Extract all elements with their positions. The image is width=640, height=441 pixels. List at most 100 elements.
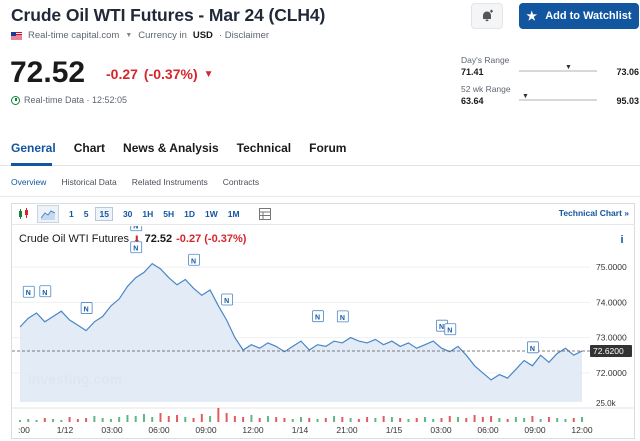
interval-1w[interactable]: 1W: [205, 208, 218, 219]
interval-5[interactable]: 5: [83, 208, 89, 219]
volume-bar: [118, 417, 121, 422]
clock-icon: [11, 95, 20, 105]
interval-1h[interactable]: 1H: [142, 208, 154, 219]
sub-tabs: Overview Historical Data Related Instrum…: [11, 177, 259, 187]
tab-technical[interactable]: Technical: [236, 141, 292, 155]
days-range-low: 71.41: [461, 67, 484, 77]
tab-chart[interactable]: Chart: [73, 141, 106, 155]
52wk-range-high: 95.03: [616, 96, 639, 106]
volume-bar: [151, 417, 154, 422]
currency-value: USD: [192, 30, 213, 41]
volume-bar: [523, 418, 526, 422]
days-range-bar: ▼: [519, 64, 597, 72]
x-tick-label: 06:00: [477, 425, 499, 435]
main-tabs: General Chart News & Analysis Technical …: [11, 141, 346, 155]
legend-price: 72.52: [144, 233, 173, 245]
star-icon: ★: [526, 9, 538, 23]
x-tick-label: 21:00: [336, 425, 358, 435]
create-alert-button[interactable]: [471, 3, 503, 29]
tab-general[interactable]: General: [11, 141, 56, 155]
interval-15[interactable]: 15: [95, 206, 113, 221]
news-marker: [312, 310, 324, 323]
news-marker: [444, 323, 457, 336]
currency-label: Currency in: [138, 30, 187, 41]
news-marker-label: N: [133, 246, 138, 253]
subtab-overview[interactable]: Overview: [11, 177, 47, 187]
volume-bar: [233, 416, 236, 422]
x-tick-label: 1/14: [292, 425, 309, 435]
volume-bar: [184, 417, 187, 422]
volume-bar: [19, 420, 21, 422]
news-marker-label: N: [224, 298, 229, 305]
add-to-watchlist-button[interactable]: ★ Add to Watchlist: [519, 3, 639, 29]
news-marker-label: N: [315, 315, 320, 322]
source-label[interactable]: Real-time capital.com: [28, 30, 120, 41]
volume-bar: [308, 418, 311, 422]
price-chart[interactable]: 75.000074.000073.000072.0000Investing.co…: [12, 226, 634, 438]
subtab-historical-data[interactable]: Historical Data: [61, 177, 117, 187]
interval-1m[interactable]: 1M: [227, 208, 240, 219]
change-percent: (-0.37%): [143, 66, 198, 82]
interval-30[interactable]: 30: [122, 208, 133, 219]
candlestick-chart-icon[interactable]: [13, 205, 35, 223]
table-view-icon[interactable]: [254, 205, 276, 223]
volume-bar: [266, 416, 269, 422]
52wk-range-bar: ▼: [519, 93, 597, 101]
52wk-range-marker: ▼: [522, 93, 529, 100]
volume-bar: [159, 413, 162, 422]
volume-bar: [167, 416, 170, 422]
volume-bar: [60, 420, 63, 422]
volume-bar: [564, 419, 567, 422]
info-icon[interactable]: i: [620, 234, 624, 246]
price-area: [20, 263, 582, 402]
volume-bar: [581, 417, 583, 422]
volume-bar: [432, 419, 435, 422]
52wk-range-low: 63.64: [461, 96, 484, 106]
volume-bar: [258, 418, 261, 422]
tab-forum[interactable]: Forum: [309, 141, 347, 155]
volume-bar: [506, 419, 509, 422]
volume-bar: [423, 417, 426, 422]
news-marker-label: N: [84, 307, 89, 314]
y-tick-label: 74.0000: [596, 297, 627, 307]
volume-bar: [415, 418, 418, 422]
y-tick-label: 75.0000: [596, 262, 627, 272]
52wk-range: 52 wk Range 63.64 95.03 ▼: [461, 84, 639, 106]
subtab-related-instruments[interactable]: Related Instruments: [131, 177, 208, 187]
volume-bar: [300, 417, 302, 422]
volume-bar: [68, 417, 71, 422]
interval-5h[interactable]: 5H: [163, 208, 175, 219]
news-marker: [188, 253, 200, 266]
technical-chart-link[interactable]: Technical Chart »: [558, 208, 629, 218]
volume-bar: [200, 414, 203, 422]
volume-tick-label: 25.0k: [596, 399, 617, 408]
volume-bar: [490, 416, 493, 422]
disclaimer-link[interactable]: · Disclaimer: [218, 30, 270, 41]
volume-bar: [448, 416, 451, 422]
subtab-contracts[interactable]: Contracts: [222, 177, 260, 187]
volume-bar: [192, 418, 195, 422]
volume-bar: [465, 418, 468, 422]
volume-bar: [366, 417, 369, 422]
interval-1[interactable]: 1: [69, 208, 74, 219]
volume-bar: [142, 414, 145, 422]
tab-news-analysis[interactable]: News & Analysis: [123, 141, 219, 155]
volume-bar: [176, 415, 179, 422]
area-chart-icon[interactable]: [37, 204, 59, 223]
days-range-marker: ▼: [565, 64, 572, 71]
volume-bar: [390, 417, 393, 422]
news-marker-label: N: [26, 290, 31, 297]
volume-bar: [539, 419, 542, 422]
interval-1d[interactable]: 1D: [184, 208, 196, 219]
volume-bar: [407, 419, 410, 422]
volume-bar: [556, 418, 559, 422]
chevron-down-icon[interactable]: ▼: [125, 32, 133, 39]
days-range-high: 73.06: [616, 67, 639, 77]
volume-bar: [324, 418, 327, 422]
subtabs-divider: [0, 196, 640, 197]
volume-bar: [283, 418, 286, 422]
price-change: -0.27 (-0.37%) ▼: [106, 66, 214, 82]
page-title: Crude Oil WTI Futures - Mar 24 (CLH4): [11, 5, 326, 25]
x-tick-label: 09:00: [195, 425, 217, 435]
last-price: 72.52: [10, 56, 86, 89]
